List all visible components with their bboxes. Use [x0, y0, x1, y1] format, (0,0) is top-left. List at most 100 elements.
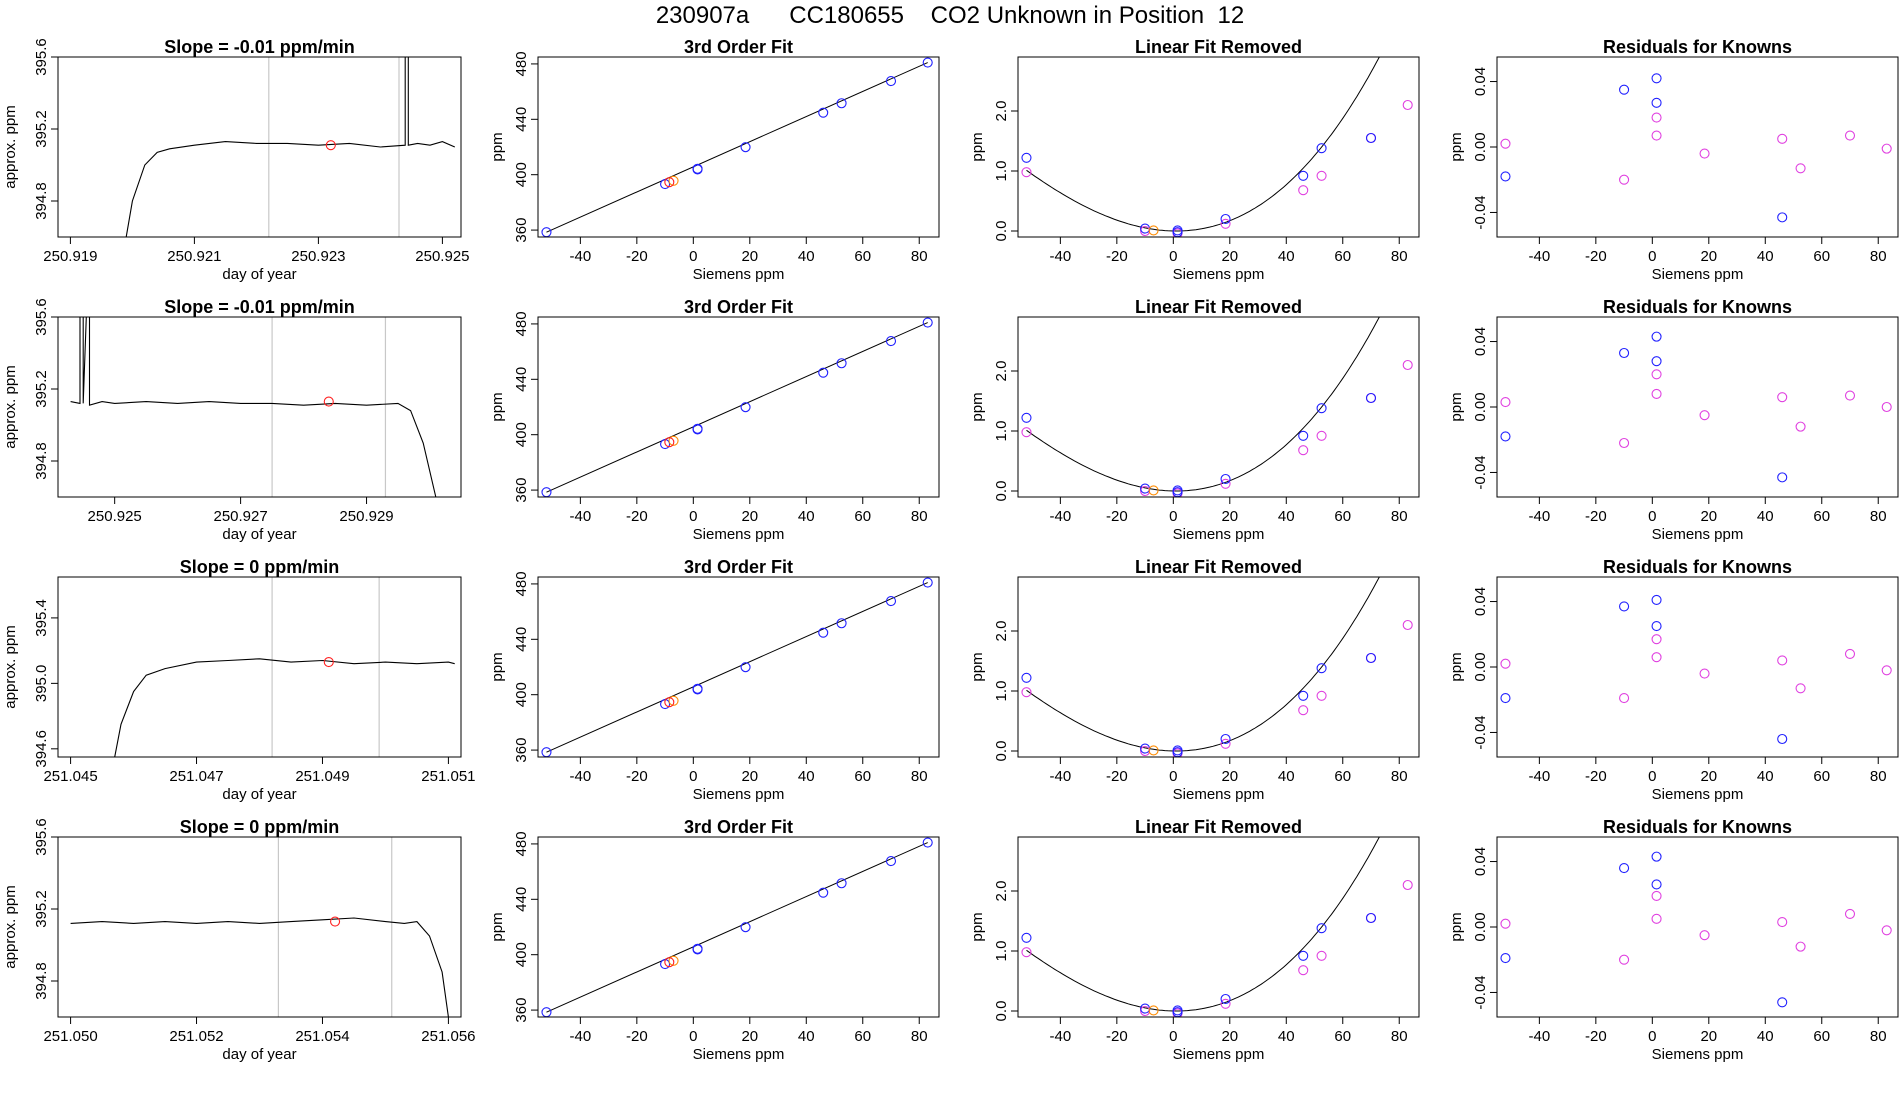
y-tick-label: 2.0	[993, 881, 1010, 902]
known-point-magenta	[1619, 954, 1630, 965]
x-tick-label: -20	[1585, 508, 1607, 525]
y-tick-label: 400	[513, 162, 530, 187]
known-point-blue	[1021, 672, 1032, 683]
known-point-blue	[1316, 663, 1327, 674]
known-point-blue	[1777, 472, 1788, 483]
known-point-magenta	[1021, 687, 1032, 698]
x-tick-label: 40	[1278, 768, 1295, 785]
y-tick-label: 400	[513, 682, 530, 707]
unknown-point	[330, 916, 341, 927]
known-point-blue	[1021, 412, 1032, 423]
x-tick-label: 60	[854, 1028, 871, 1045]
known-point-magenta	[1881, 665, 1892, 676]
x-tick-label: -20	[626, 768, 648, 785]
x-tick-label: 20	[741, 768, 758, 785]
fit-line	[546, 322, 928, 493]
x-tick-label: 0	[689, 768, 697, 785]
x-tick-label: 0	[1648, 248, 1656, 265]
x-tick-label: 40	[1278, 508, 1295, 525]
known-point-blue	[1316, 923, 1327, 934]
plot-frame	[537, 316, 940, 498]
x-axis-label: day of year	[222, 266, 296, 283]
known-point-magenta	[1500, 138, 1511, 149]
known-point-magenta	[1651, 634, 1662, 645]
known-point-magenta	[1619, 437, 1630, 449]
known-point-magenta	[1777, 917, 1788, 928]
panel-res-2: Residuals for Knowns -40 -20 0 20 40 60 80 -0.04…	[1448, 297, 1899, 543]
known-point-blue	[1651, 851, 1662, 862]
x-tick-label: -40	[1050, 1028, 1072, 1045]
x-tick-label: 40	[798, 768, 815, 785]
x-tick-label: 60	[1813, 248, 1830, 265]
x-tick-label: 251.050	[43, 1028, 97, 1045]
known-point-blue	[1777, 212, 1788, 223]
panel-title: Slope = -0.01 ppm/min	[164, 297, 355, 317]
y-tick-label: 2.0	[993, 621, 1010, 642]
known-point-magenta	[1619, 174, 1630, 185]
plot-frame	[1496, 576, 1899, 758]
x-tick-label: 251.056	[421, 1028, 475, 1045]
y-tick-label: 395.2	[33, 890, 50, 928]
plot-area	[70, 837, 449, 1017]
x-tick-label: 80	[1391, 1028, 1408, 1045]
known-point-blue	[692, 163, 703, 174]
plot-area	[1500, 331, 1892, 483]
y-axis-label: approx. ppm	[2, 365, 19, 448]
y-tick-label: 440	[513, 367, 530, 392]
y-tick-label: 0.04	[1472, 327, 1489, 356]
y-tick-label: 394.8	[33, 962, 50, 1000]
plot-frame	[1496, 836, 1899, 1018]
known-point-magenta	[1777, 655, 1788, 666]
y-tick-label: 480	[513, 51, 530, 76]
panel-lin-3: Linear Fit Removed -40 -20 0 20 40 60 80 0.0 1.0 2…	[969, 557, 1420, 803]
known-point-magenta	[1699, 930, 1710, 941]
y-tick-label: 0.0	[993, 221, 1010, 242]
x-axis-label: day of year	[222, 786, 296, 803]
x-tick-label: -40	[1050, 508, 1072, 525]
y-tick-label: 395.4	[33, 599, 50, 637]
known-point-blue	[1651, 594, 1662, 605]
unknown-point-orange	[668, 695, 679, 706]
known-point-magenta	[1402, 359, 1413, 371]
x-tick-label: -20	[626, 248, 648, 265]
known-point-magenta	[1651, 369, 1662, 380]
x-axis-label: Siemens ppm	[693, 526, 785, 543]
panel-title: Slope = 0 ppm/min	[180, 817, 340, 837]
known-point-magenta	[1881, 401, 1892, 413]
known-point-magenta	[1844, 390, 1856, 401]
y-tick-label: 2.0	[993, 361, 1010, 382]
y-axis-label: approx. ppm	[2, 105, 19, 188]
x-tick-label: -20	[626, 508, 648, 525]
x-tick-label: -20	[1106, 1028, 1128, 1045]
known-point-magenta	[1316, 170, 1327, 181]
y-tick-label: 440	[513, 107, 530, 132]
known-point-blue	[1777, 997, 1788, 1008]
x-axis-label: Siemens ppm	[1173, 786, 1265, 803]
y-axis-label: approx. ppm	[2, 625, 19, 708]
panel-title: 3rd Order Fit	[684, 817, 793, 837]
known-point-magenta	[1500, 397, 1511, 408]
x-tick-label: -40	[1050, 768, 1072, 785]
y-axis-label: ppm	[489, 132, 506, 161]
known-point-blue	[1651, 73, 1662, 84]
known-point-blue	[922, 577, 933, 588]
plot-frame	[57, 56, 462, 238]
y-tick-label: -0.04	[1472, 455, 1489, 489]
x-tick-label: -40	[1529, 248, 1551, 265]
x-tick-label: 80	[1870, 248, 1887, 265]
known-point-magenta	[1651, 913, 1662, 924]
known-point-blue	[740, 402, 751, 413]
panel-title: 3rd Order Fit	[684, 557, 793, 577]
plot-frame	[1496, 56, 1899, 238]
x-tick-label: 250.927	[213, 508, 267, 525]
unknown-point-orange	[1148, 485, 1159, 496]
fit-line	[546, 62, 928, 233]
panel-title: Residuals for Knowns	[1603, 297, 1792, 317]
y-axis-label: ppm	[1448, 912, 1465, 941]
x-axis-label: day of year	[222, 526, 296, 543]
x-tick-label: 0	[1648, 768, 1656, 785]
panel-title: Linear Fit Removed	[1135, 557, 1302, 577]
known-point-magenta	[1777, 392, 1788, 403]
known-point-blue	[818, 627, 829, 638]
x-tick-label: 60	[854, 768, 871, 785]
